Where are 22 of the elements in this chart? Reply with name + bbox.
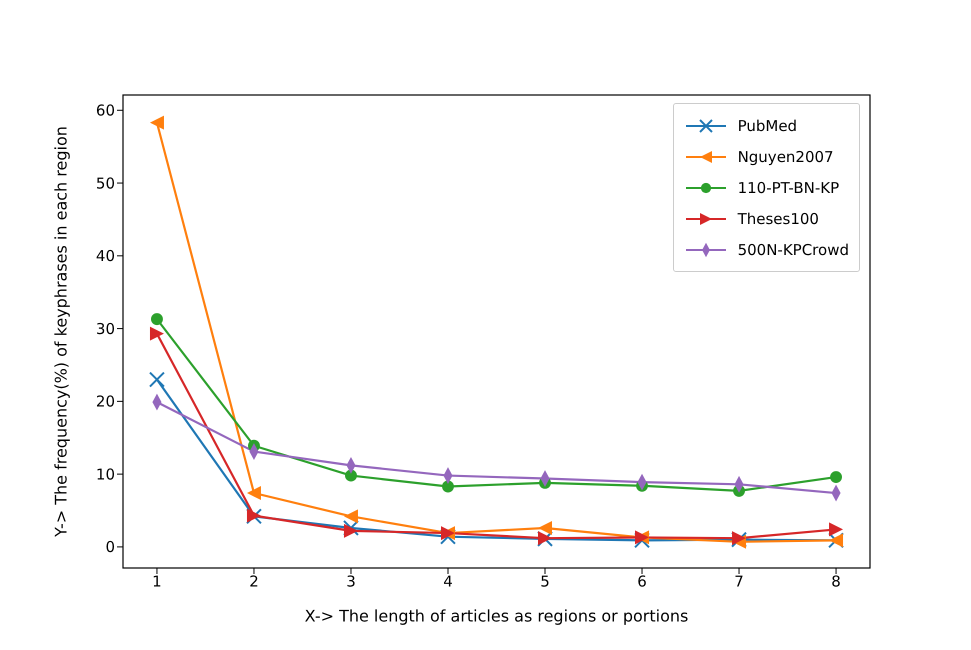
legend-label: 500N-KPCrowd [738, 240, 849, 258]
legend-label: Theses100 [738, 210, 819, 228]
y-axis-title: Y-> The frequency(%) of keyphrases in each region [52, 126, 71, 538]
y-tick-label: 30 [96, 320, 115, 338]
x-tick-label: 8 [831, 572, 841, 591]
x-tick-label: 7 [734, 572, 744, 591]
y-tick-label: 50 [96, 174, 115, 192]
x-tick-label: 2 [249, 572, 259, 591]
x-tick-label: 6 [637, 572, 647, 591]
y-tick-label: 20 [96, 392, 115, 411]
legend-label: PubMed [738, 116, 798, 134]
legend-label: 110-PT-BN-KP [738, 178, 840, 196]
legend-label: Nguyen2007 [738, 148, 834, 166]
y-tick-label: 10 [96, 465, 115, 484]
x-tick-label: 3 [346, 572, 356, 591]
y-tick-label: 0 [105, 538, 115, 556]
y-tick-label: 60 [96, 102, 115, 120]
x-tick-label: 1 [152, 572, 162, 591]
x-axis-title: X-> The length of articles as regions or portions [304, 606, 688, 626]
x-tick-label: 5 [540, 572, 550, 591]
x-tick-label: 4 [443, 572, 453, 591]
y-tick-label: 40 [96, 247, 115, 266]
